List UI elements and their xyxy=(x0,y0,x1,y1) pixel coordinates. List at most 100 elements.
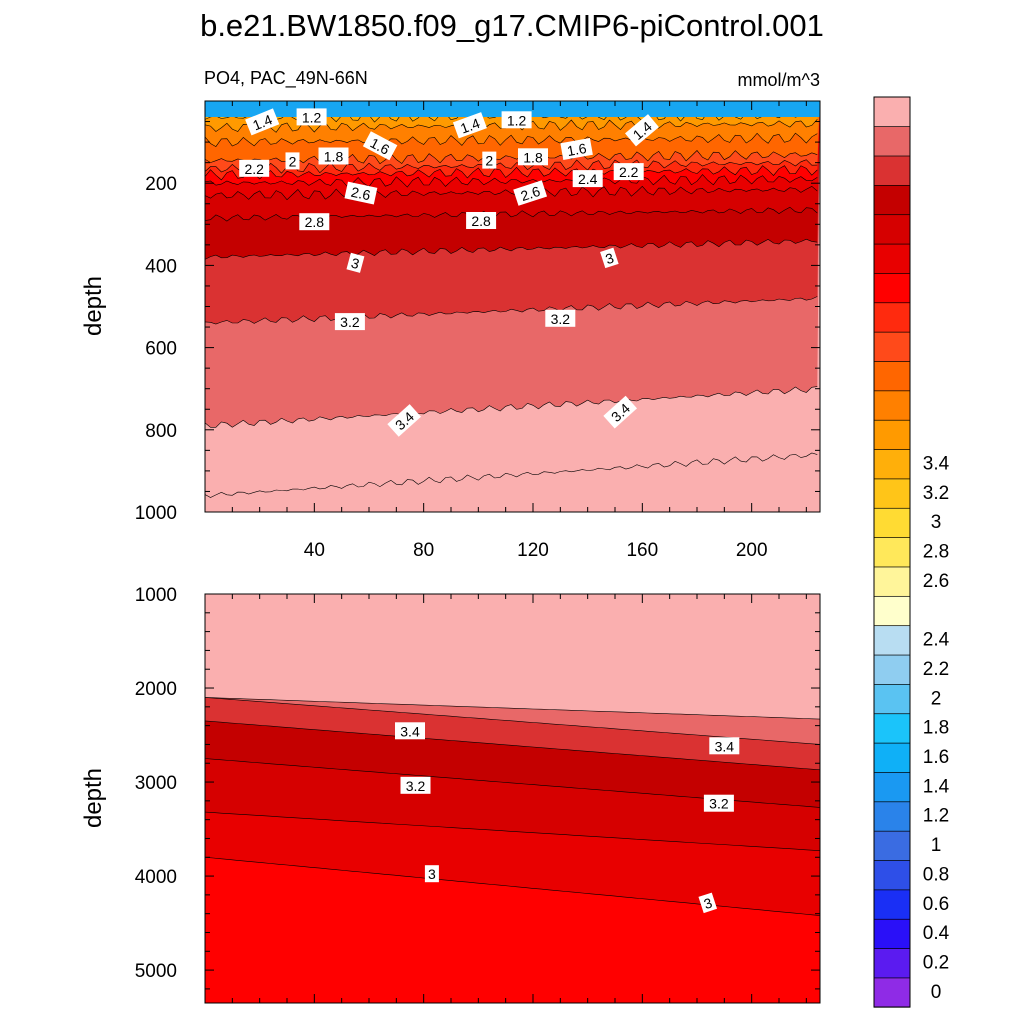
contour-label-box xyxy=(698,892,718,914)
lower-contour-label: 3.2 xyxy=(400,776,431,794)
upper-contour-3.2 xyxy=(205,296,818,325)
upper-ytick-label: 400 xyxy=(145,256,177,277)
colorbar-swatch xyxy=(873,507,911,538)
lower-ytick-label: 4000 xyxy=(135,867,177,888)
contour-label-box xyxy=(603,395,638,429)
contour-label-box xyxy=(560,138,593,160)
contour-label-text: 2.4 xyxy=(578,171,598,187)
contour-label-text: 3.4 xyxy=(400,723,420,739)
contour-label-box xyxy=(625,114,659,147)
colorbar-swatch xyxy=(873,302,911,333)
upper-contour-3 xyxy=(205,238,818,260)
upper-contour-label: 1.4 xyxy=(452,112,487,139)
lower-depth-panel: 1000 2000 3000 4000 5000 3.4 3.2 3 3.4 3.2 3 dept… xyxy=(80,585,821,1004)
upper-contour-label: 3 xyxy=(600,247,619,269)
upper-contour-label: 3.2 xyxy=(334,313,365,331)
colorbar: 0 0.2 0.4 0.6 0.8 1 1.2 1.4 1.6 1.8 2 2.2 2.4 2.6 2.8 3… xyxy=(873,96,950,1008)
colorbar-tick-label: 1.4 xyxy=(923,776,950,797)
contour-label-text: 2 xyxy=(485,153,493,169)
colorbar-swatch xyxy=(873,478,911,509)
contour-label-box xyxy=(400,776,431,794)
colorbar-tick-label: 2.6 xyxy=(923,571,949,592)
colorbar-tick-label: 0.6 xyxy=(923,894,949,915)
upper-contour-label: 2.8 xyxy=(299,213,330,231)
upper-ytick-label: 800 xyxy=(145,421,177,442)
contour-label-text: 3 xyxy=(349,255,361,273)
units-label: mmol/m^3 xyxy=(738,70,820,90)
contour-label-box xyxy=(424,865,439,883)
upper-contour-label: 2.2 xyxy=(239,159,270,177)
upper-contour-label: 1.8 xyxy=(318,147,349,165)
upper-contour-1.8 xyxy=(205,150,818,165)
contour-label-text: 1.8 xyxy=(523,149,543,165)
contour-label-box xyxy=(362,131,398,161)
contour-label-text: 2.8 xyxy=(305,214,325,230)
contour-label-box xyxy=(395,722,425,740)
lower-ytick-label: 5000 xyxy=(135,961,177,982)
contour-label-text: 2.2 xyxy=(619,164,639,180)
contour-label-text: 3.2 xyxy=(406,778,426,794)
upper-xtick-label: 40 xyxy=(304,540,325,561)
contour-label-box xyxy=(518,148,548,166)
colorbar-swatch xyxy=(873,448,911,480)
contour-label-box xyxy=(346,252,365,273)
upper-contour-label: 1.2 xyxy=(501,111,532,129)
upper-contour-2 xyxy=(205,159,818,174)
lower-plot-frame xyxy=(204,593,821,1004)
colorbar-swatch xyxy=(873,390,911,421)
lower-band-3.6 xyxy=(205,594,820,720)
upper-contour-3.6 xyxy=(205,452,818,498)
colorbar-frame xyxy=(873,96,911,1008)
colorbar-swatch xyxy=(873,214,911,245)
upper-ytick-label: 1000 xyxy=(135,503,177,524)
contour-label-box xyxy=(613,163,644,181)
contour-label-text: 1.4 xyxy=(458,115,482,137)
colorbar-swatch xyxy=(873,536,911,568)
upper-y-axis-label: depth xyxy=(80,276,107,336)
contour-label-text: 2.8 xyxy=(471,213,491,229)
lower-ytick-label: 2000 xyxy=(135,679,177,700)
colorbar-swatch xyxy=(873,360,911,392)
colorbar-swatch xyxy=(873,419,911,450)
upper-contour-2.2 xyxy=(205,165,818,181)
contour-label-text: 1.4 xyxy=(250,111,274,133)
lower-contour-3.1 xyxy=(205,857,820,916)
colorbar-tick-label: 0 xyxy=(931,982,942,1003)
upper-contour-2.6 xyxy=(205,185,818,201)
upper-contour-2.4 xyxy=(205,174,818,188)
colorbar-swatch xyxy=(873,742,911,773)
contour-label-text: 1.2 xyxy=(302,109,322,125)
contour-label-box xyxy=(600,247,619,269)
contour-label-box xyxy=(299,213,330,231)
upper-contour-label: 2.2 xyxy=(613,163,644,181)
contour-label-box xyxy=(501,111,532,129)
contour-label-text: 3.2 xyxy=(340,314,360,330)
colorbar-swatch xyxy=(873,331,911,362)
upper-xtick-label: 160 xyxy=(626,540,658,561)
colorbar-swatch xyxy=(873,125,911,157)
upper-contour-label: 2.6 xyxy=(513,180,548,206)
lower-contour-label: 3 xyxy=(424,865,439,883)
colorbar-tick-label: 0.2 xyxy=(923,953,949,974)
contour-label-box xyxy=(513,180,548,206)
colorbar-swatch xyxy=(873,155,911,186)
upper-contour-3.4 xyxy=(205,386,818,428)
colorbar-swatch xyxy=(873,977,911,1008)
figure-title: b.e21.BW1850.f09_g17.CMIP6-piControl.001 xyxy=(200,8,824,43)
contour-label-box xyxy=(452,112,487,139)
colorbar-swatch xyxy=(873,859,911,891)
contour-label-box xyxy=(703,794,734,812)
colorbar-swatch xyxy=(873,243,911,274)
colorbar-tick-label: 0.4 xyxy=(923,923,950,944)
upper-contour-1.6 xyxy=(205,132,818,147)
contour-label-box xyxy=(387,404,422,437)
contour-label-text: 1.2 xyxy=(507,112,527,128)
colorbar-swatch xyxy=(873,96,911,127)
lower-contour-3.6 xyxy=(205,697,820,720)
upper-contour-label: 3 xyxy=(346,252,365,273)
upper-xtick-label: 200 xyxy=(736,540,768,561)
colorbar-swatch xyxy=(873,830,911,861)
lower-contour-label: 3.4 xyxy=(709,737,740,755)
upper-ytick-label: 200 xyxy=(145,174,177,195)
